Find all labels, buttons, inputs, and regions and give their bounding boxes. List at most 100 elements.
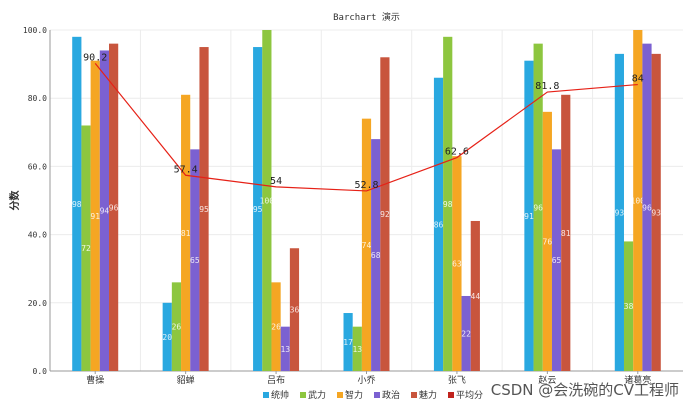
x-tick-label: 貂蝉 — [177, 374, 195, 386]
bar-value-label: 22 — [461, 329, 471, 338]
bar-value-label: 96 — [109, 203, 119, 212]
average-value-label: 62.6 — [445, 147, 469, 158]
bar-value-label: 96 — [533, 203, 543, 212]
legend-swatch — [448, 392, 454, 398]
average-value-label: 81.8 — [535, 81, 559, 92]
x-tick-label: 张飞 — [448, 375, 466, 386]
bar-value-label: 13 — [280, 345, 290, 354]
bar-value-label: 81 — [561, 229, 571, 238]
legend-label: 统帅 — [271, 389, 289, 401]
bar-value-label: 93 — [651, 208, 661, 217]
bar-value-label: 95 — [199, 205, 209, 214]
bar — [199, 47, 209, 372]
bar — [262, 30, 272, 371]
bar-value-label: 20 — [162, 333, 172, 342]
legend-label: 武力 — [308, 389, 326, 401]
bar — [81, 125, 91, 371]
bar — [352, 326, 362, 371]
bar-value-label: 91 — [90, 212, 100, 221]
average-value-label: 57.4 — [174, 164, 198, 175]
legend-swatch — [337, 392, 343, 398]
bar — [542, 111, 552, 371]
bar-value-label: 44 — [471, 292, 481, 301]
bar — [371, 139, 381, 371]
bar-value-label: 94 — [100, 207, 110, 216]
bar — [90, 60, 100, 371]
bar-value-label: 81 — [181, 229, 191, 238]
bar — [289, 248, 300, 371]
legend-label: 智力 — [345, 389, 363, 401]
bar — [253, 47, 263, 372]
y-axis-label: 分数 — [8, 190, 21, 211]
bar-value-label: 72 — [81, 244, 91, 253]
bar — [280, 326, 290, 371]
y-tick-label: 40.0 — [28, 231, 47, 240]
y-tick-label: 100.0 — [23, 26, 47, 35]
bar — [651, 53, 661, 372]
bar-value-label: 100 — [260, 197, 275, 206]
x-tick-label: 吕布 — [267, 374, 285, 386]
bar — [171, 282, 182, 371]
y-tick-label: 20.0 — [28, 299, 47, 308]
bar-value-label: 26 — [271, 323, 281, 332]
average-value-label: 84 — [632, 74, 644, 85]
legend-label: 平均分 — [456, 389, 483, 401]
x-tick-label: 诸葛亮 — [624, 374, 651, 386]
bar — [109, 43, 119, 371]
y-tick-label: 0.0 — [33, 367, 48, 376]
legend-swatch — [374, 392, 380, 398]
bar — [380, 57, 390, 371]
bar — [181, 94, 191, 371]
bar — [190, 149, 200, 371]
bar — [72, 36, 82, 371]
bar — [443, 36, 453, 371]
bar-value-label: 98 — [443, 200, 453, 209]
bar-value-label: 92 — [380, 210, 390, 219]
average-value-label: 54 — [270, 176, 282, 187]
bar-value-label: 63 — [452, 260, 462, 269]
average-line — [94, 63, 638, 192]
bar-value-label: 65 — [190, 256, 200, 265]
legend-swatch — [300, 392, 306, 398]
chart-title: Barchart 演示 — [333, 11, 400, 23]
bar-value-label: 17 — [343, 338, 353, 347]
bar-value-label: 93 — [615, 208, 625, 217]
bar-value-label: 98 — [72, 200, 82, 209]
bar — [533, 43, 543, 371]
bar-value-label: 74 — [362, 241, 372, 250]
x-tick-label: 曹操 — [86, 374, 104, 386]
bar-value-label: 68 — [371, 251, 381, 260]
bar — [633, 30, 643, 371]
bar — [343, 313, 353, 371]
average-value-label: 90.2 — [83, 52, 107, 63]
bar-value-label: 91 — [524, 212, 534, 221]
legend-swatch — [263, 392, 269, 398]
x-tick-label: 赵云 — [538, 374, 556, 386]
y-tick-label: 60.0 — [28, 162, 47, 171]
bar — [162, 302, 172, 371]
bar-value-label: 100 — [631, 197, 646, 206]
bar — [623, 241, 634, 371]
legend-label: 魅力 — [419, 389, 437, 401]
bar-value-label: 38 — [624, 302, 634, 311]
bar — [551, 149, 562, 371]
y-tick-label: 80.0 — [28, 94, 47, 103]
bar-value-label: 26 — [172, 323, 182, 332]
bar — [99, 50, 110, 372]
bar — [461, 295, 471, 371]
bar-value-label: 36 — [290, 306, 300, 315]
watermark: CSDN @会洗碗的CV工程师 — [490, 381, 679, 399]
bar — [361, 118, 372, 371]
bar-value-label: 76 — [543, 237, 553, 246]
bar-value-label: 13 — [352, 345, 362, 354]
bar-value-label: 95 — [253, 205, 263, 214]
bar — [271, 282, 281, 371]
bar — [452, 156, 462, 371]
bar-value-label: 65 — [552, 256, 562, 265]
legend-label: 政治 — [382, 389, 400, 401]
x-tick-label: 小乔 — [357, 374, 375, 386]
bar-value-label: 96 — [642, 203, 652, 212]
bar-value-label: 86 — [434, 220, 444, 229]
